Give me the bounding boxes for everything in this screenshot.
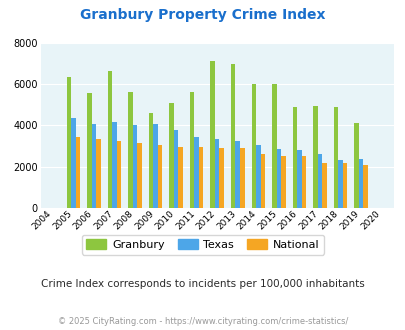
Bar [230,63,235,208]
Bar [66,77,71,208]
Bar [198,147,203,208]
Bar [210,61,214,208]
Bar [271,84,276,208]
Text: Crime Index corresponds to incidents per 100,000 inhabitants: Crime Index corresponds to incidents per… [41,279,364,289]
Bar [358,159,362,208]
Text: © 2025 CityRating.com - https://www.cityrating.com/crime-statistics/: © 2025 CityRating.com - https://www.city… [58,317,347,326]
Bar [117,141,121,208]
Bar [353,123,358,208]
Bar [132,125,137,208]
Bar [75,137,80,208]
Bar [194,137,198,208]
Bar [292,107,296,208]
Bar [169,103,173,208]
Bar [153,124,158,208]
Bar [96,139,100,208]
Bar [321,163,326,208]
Bar [251,84,256,208]
Bar [87,93,92,208]
Bar [296,150,301,208]
Bar [342,163,346,208]
Text: Granbury Property Crime Index: Granbury Property Crime Index [80,8,325,22]
Bar [173,129,178,208]
Bar [260,154,264,208]
Bar [235,141,239,208]
Bar [190,92,194,208]
Bar [280,156,285,208]
Bar [137,143,141,208]
Bar [128,92,132,208]
Bar [149,113,153,208]
Bar [178,147,183,208]
Bar [239,148,244,208]
Bar [107,71,112,208]
Bar [112,122,117,208]
Bar [92,124,96,208]
Bar [312,106,317,208]
Legend: Granbury, Texas, National: Granbury, Texas, National [82,235,323,254]
Bar [317,154,321,208]
Bar [301,156,305,208]
Bar [256,145,260,208]
Bar [333,107,337,208]
Bar [276,149,280,208]
Bar [71,118,75,208]
Bar [214,139,219,208]
Bar [158,145,162,208]
Bar [219,148,224,208]
Bar [362,165,367,208]
Bar [337,160,342,208]
